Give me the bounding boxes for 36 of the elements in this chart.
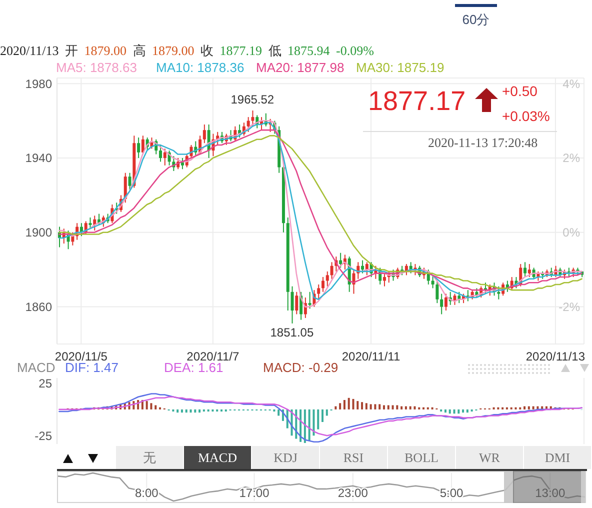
y-tick-label: 25 [38,376,52,390]
chart-title: 2020/11/13 开 1879.00 高 1879.00 收 1877.19 低 1875.94 -0.09% [0,43,374,58]
text: MA5: 1878.63 [56,60,137,75]
annotation: 1965.52 [230,92,274,107]
y2-tick-label: 2% [562,151,580,166]
text: 60分 [462,12,490,27]
y2-tick-label: 0% [562,226,580,240]
text: MA10: 1878.36 [156,60,244,75]
tab: KDJ [252,446,319,469]
y2-tick-label: -2% [558,300,580,314]
y-tick-label: -25 [34,428,52,443]
text: MA20: 1877.98 [256,60,344,75]
y-tick-label: 1980 [25,76,52,91]
y-tick-label: 1860 [25,300,52,314]
annotation: +0.50 [502,83,538,99]
x-tick-label: 23:00 [338,486,368,500]
y-tick-label: 1940 [25,151,52,166]
text: MA30: 1875.19 [356,60,444,75]
annotation: +0.03% [502,108,550,124]
x-tick-label: 13:00 [535,486,566,500]
tab: WR [456,446,523,469]
tab: 无 [116,446,183,469]
annotation: 2020-11-13 17:20:48 [428,135,538,150]
chart-title: MACD [17,360,56,375]
tab: DMI [524,446,591,469]
tab: MACD [184,446,251,469]
annotation: 1877.17 [368,86,466,116]
y-tick-label: 1900 [25,226,52,240]
y2-tick-label: 4% [562,76,580,91]
x-tick-label: 17:00 [239,486,270,500]
x-tick-label: 2020/11/13 [526,350,586,364]
tab: RSI [320,446,387,469]
x-tick-label: 2020/11/11 [342,350,400,364]
series-label: MACD: -0.29 [263,360,338,375]
annotation: 1851.05 [270,325,314,340]
tab: BOLL [388,446,455,469]
